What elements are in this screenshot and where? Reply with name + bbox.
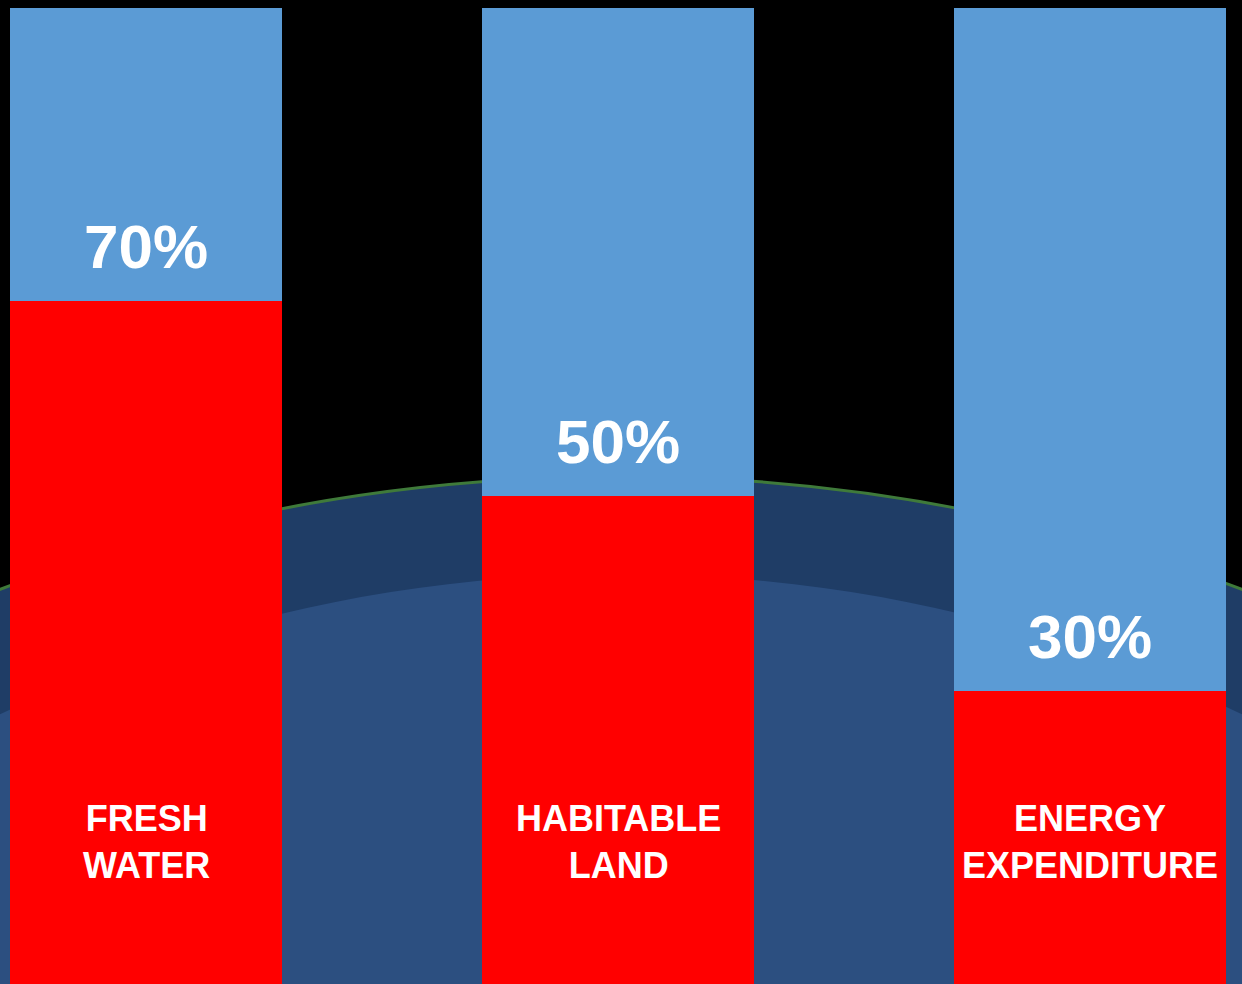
- svg-text:70%: 70%: [84, 212, 208, 281]
- svg-text:ENERGYEXPENDITURE: ENERGYEXPENDITURE: [962, 798, 1218, 886]
- svg-text:FRESHWATER: FRESHWATER: [83, 798, 210, 886]
- svg-text:50%: 50%: [556, 407, 680, 476]
- svg-text:30%: 30%: [1028, 602, 1152, 671]
- svg-text:HABITABLELAND: HABITABLELAND: [516, 798, 721, 886]
